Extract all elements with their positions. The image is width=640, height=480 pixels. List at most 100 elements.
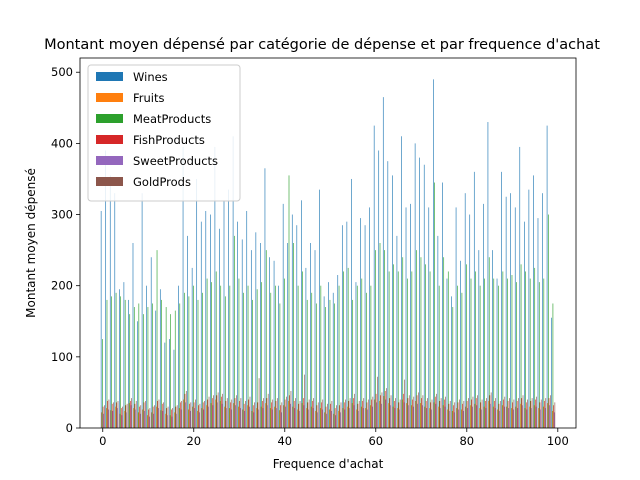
bar-MeatProducts-91: [516, 282, 517, 428]
bar-MeatProducts-50: [329, 299, 331, 428]
bar-FishProducts-97: [544, 400, 545, 428]
bar-Fruits-58: [365, 408, 367, 428]
bar-Fruits-7: [133, 408, 134, 428]
bar-SweetProducts-35: [262, 408, 264, 428]
bar-MeatProducts-15: [170, 314, 171, 428]
bar-FishProducts-6: [130, 400, 131, 428]
bar-Fruits-72: [429, 408, 430, 428]
bar-Wines-42: [291, 214, 293, 428]
bar-SweetProducts-26: [221, 403, 223, 428]
bar-GoldProds-42: [295, 398, 296, 428]
bar-MeatProducts-87: [498, 285, 499, 428]
bar-GoldProds-2: [113, 402, 114, 428]
bar-FishProducts-34: [257, 402, 259, 428]
bar-Fruits-14: [165, 413, 166, 428]
bar-Fruits-41: [288, 400, 289, 428]
bar-FishProducts-38: [275, 400, 277, 428]
bar-Fruits-0: [101, 412, 103, 428]
bar-GoldProds-85: [490, 392, 492, 428]
bar-Fruits-44: [301, 403, 303, 428]
bar-SweetProducts-73: [435, 403, 437, 428]
bar-Wines-31: [241, 239, 243, 428]
bar-MeatProducts-92: [520, 264, 522, 428]
bar-MeatProducts-58: [366, 292, 367, 428]
bar-GoldProds-11: [154, 405, 155, 428]
bar-MeatProducts-18: [184, 292, 185, 428]
bar-Fruits-95: [533, 405, 535, 428]
bar-FishProducts-7: [134, 403, 136, 428]
bar-Fruits-94: [529, 406, 530, 428]
bar-Wines-17: [178, 285, 179, 428]
bar-SweetProducts-38: [276, 408, 277, 428]
bar-Wines-67: [405, 207, 407, 428]
bar-MeatProducts-19: [188, 296, 190, 428]
bar-MeatProducts-93: [525, 271, 526, 428]
bar-FishProducts-3: [116, 402, 118, 428]
series-MeatProducts: [102, 175, 554, 428]
bar-Fruits-54: [347, 406, 348, 428]
bar-GoldProds-47: [317, 402, 319, 428]
bar-GoldProds-73: [436, 393, 437, 428]
bar-SweetProducts-58: [367, 409, 368, 428]
bar-Wines-96: [537, 218, 539, 428]
bar-MeatProducts-69: [416, 250, 417, 428]
bar-SweetProducts-33: [253, 412, 255, 428]
bar-MeatProducts-68: [411, 271, 413, 428]
bar-Wines-86: [492, 250, 493, 428]
bar-GoldProds-88: [504, 396, 506, 428]
bar-FishProducts-59: [371, 399, 372, 428]
bar-Fruits-98: [547, 403, 549, 428]
bar-FishProducts-70: [421, 398, 422, 428]
bar-FishProducts-15: [171, 409, 172, 428]
bar-GoldProds-75: [445, 396, 446, 428]
bar-Wines-66: [401, 136, 402, 428]
bar-Wines-58: [364, 225, 366, 428]
bar-Fruits-16: [174, 412, 175, 428]
bar-Fruits-71: [424, 406, 426, 428]
bar-GoldProds-32: [249, 396, 251, 428]
bar-FishProducts-1: [107, 400, 108, 428]
bar-Wines-39: [278, 285, 279, 428]
bar-FishProducts-4: [120, 408, 122, 428]
bar-FishProducts-86: [494, 400, 495, 428]
bar-GoldProds-1: [108, 399, 110, 428]
bar-Fruits-66: [401, 399, 403, 428]
bar-MeatProducts-4: [120, 296, 121, 428]
bar-Fruits-56: [356, 409, 357, 428]
bar-GoldProds-78: [458, 399, 460, 428]
bar-Wines-61: [378, 150, 380, 428]
bar-Wines-10: [146, 285, 147, 428]
bar-Wines-16: [173, 349, 175, 428]
bar-MeatProducts-98: [548, 214, 549, 428]
bar-FishProducts-69: [416, 395, 418, 428]
bar-FishProducts-36: [266, 398, 268, 428]
bar-SweetProducts-93: [526, 409, 528, 428]
bar-FishProducts-58: [366, 402, 368, 428]
bar-MeatProducts-23: [206, 278, 208, 428]
bar-GoldProds-29: [236, 395, 237, 428]
bar-MeatProducts-86: [493, 278, 495, 428]
bar-FishProducts-65: [398, 402, 400, 428]
bar-MeatProducts-59: [370, 285, 372, 428]
bar-FishProducts-93: [525, 402, 527, 428]
bar-FishProducts-31: [243, 403, 245, 428]
bar-GoldProds-82: [477, 395, 478, 428]
bar-Fruits-74: [438, 406, 439, 428]
bar-Wines-87: [496, 278, 498, 428]
bar-SweetProducts-69: [417, 403, 419, 428]
bar-FishProducts-44: [302, 398, 304, 428]
bar-MeatProducts-8: [138, 303, 140, 428]
bar-GoldProds-30: [240, 398, 242, 428]
bar-GoldProds-51: [336, 405, 337, 428]
bar-MeatProducts-9: [143, 314, 144, 428]
bar-Wines-68: [410, 203, 411, 428]
bar-Wines-14: [164, 342, 166, 428]
bar-SweetProducts-78: [458, 409, 459, 428]
bar-GoldProds-12: [158, 399, 160, 428]
bar-MeatProducts-13: [161, 299, 162, 428]
bar-FishProducts-83: [480, 402, 482, 428]
bar-MeatProducts-90: [511, 275, 513, 428]
bar-SweetProducts-31: [244, 410, 246, 428]
bar-GoldProds-31: [245, 400, 246, 428]
bar-Wines-95: [533, 175, 534, 428]
